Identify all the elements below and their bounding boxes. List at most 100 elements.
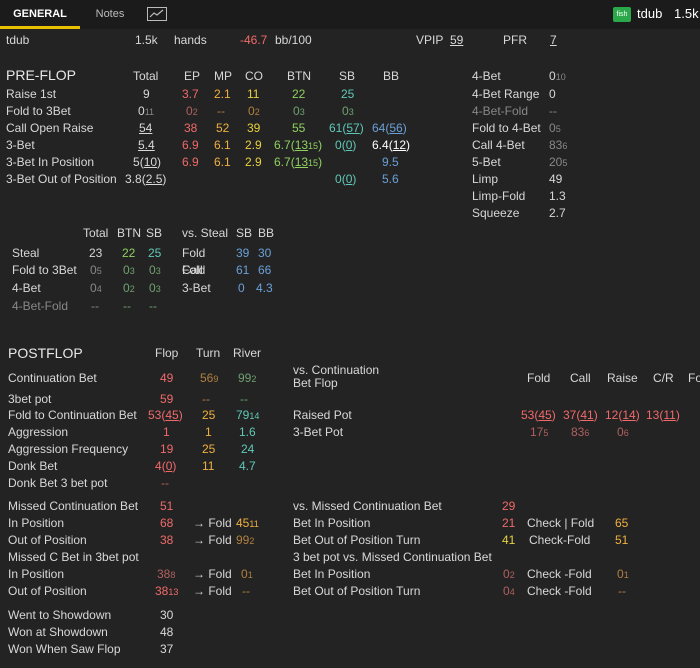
- stat-value[interactable]: 48: [160, 625, 174, 639]
- stat-value[interactable]: 19: [160, 442, 174, 456]
- stat-value[interactable]: 6.9: [182, 155, 199, 169]
- stat-value[interactable]: 61: [236, 263, 250, 277]
- stat-value[interactable]: 12(14): [605, 408, 640, 422]
- stat-value[interactable]: 01: [617, 566, 629, 583]
- stat-value[interactable]: 4511: [236, 515, 259, 532]
- stat-value[interactable]: 6.7(1315): [274, 155, 323, 169]
- stat-value[interactable]: 55: [292, 121, 306, 135]
- stat-value[interactable]: 49: [549, 172, 563, 186]
- stat-value[interactable]: 25: [202, 442, 216, 456]
- stat-value[interactable]: 05: [90, 262, 102, 279]
- stat-value[interactable]: 22: [292, 87, 306, 101]
- stat-value[interactable]: 25: [148, 246, 162, 260]
- stat-value[interactable]: 3813: [155, 583, 178, 600]
- stat-value[interactable]: 569: [200, 370, 218, 387]
- stat-value[interactable]: 11: [247, 87, 260, 101]
- stat-value[interactable]: 04: [503, 583, 515, 600]
- stat-value[interactable]: 54: [139, 121, 153, 135]
- stat-value[interactable]: 39: [236, 246, 250, 260]
- stat-value[interactable]: 39: [247, 121, 261, 135]
- stat-value[interactable]: --: [549, 104, 557, 118]
- stat-value[interactable]: 51: [160, 499, 174, 513]
- stat-value[interactable]: 1.3: [549, 189, 566, 203]
- stat-value[interactable]: 11: [202, 459, 215, 473]
- tab-graph[interactable]: [140, 0, 174, 29]
- stat-value[interactable]: 011: [138, 103, 154, 120]
- stat-value[interactable]: 992: [236, 532, 254, 549]
- stat-value[interactable]: --: [242, 584, 250, 598]
- stat-value[interactable]: --: [123, 299, 131, 313]
- stat-value[interactable]: 205: [549, 154, 567, 171]
- stat-value[interactable]: 51: [615, 533, 629, 547]
- stat-value[interactable]: 1.6: [239, 425, 256, 439]
- stat-value[interactable]: 0(0): [335, 172, 357, 186]
- stat-value[interactable]: --: [618, 584, 626, 598]
- stat-value[interactable]: 4.3: [256, 281, 273, 295]
- stat-value[interactable]: 06: [617, 424, 629, 441]
- stat-value[interactable]: 2.1: [214, 87, 231, 101]
- stat-value[interactable]: 05: [549, 120, 561, 137]
- stat-value[interactable]: --: [240, 392, 248, 406]
- stat-value[interactable]: 836: [571, 424, 589, 441]
- stat-value[interactable]: 992: [238, 370, 256, 387]
- stat-value[interactable]: 61(57): [329, 121, 364, 135]
- stat-value[interactable]: 9: [143, 87, 150, 101]
- stat-value[interactable]: 66: [258, 263, 272, 277]
- stat-value[interactable]: 2.9: [245, 155, 262, 169]
- stat-value[interactable]: 02: [123, 280, 135, 297]
- stat-value[interactable]: 25: [202, 408, 216, 422]
- stat-value[interactable]: 3.7: [182, 87, 199, 101]
- stat-value[interactable]: 68: [160, 516, 174, 530]
- stat-value[interactable]: 03: [149, 280, 161, 297]
- stat-value[interactable]: 6.7(1315): [274, 138, 323, 152]
- stat-value[interactable]: 37: [160, 642, 174, 656]
- stat-value[interactable]: --: [149, 299, 157, 313]
- stat-value[interactable]: 38: [184, 121, 198, 135]
- stat-value[interactable]: 1: [205, 425, 212, 439]
- stat-value[interactable]: 0: [549, 87, 556, 101]
- stat-value[interactable]: 02: [503, 566, 515, 583]
- stat-value[interactable]: 7914: [236, 407, 259, 424]
- stat-value[interactable]: 03: [123, 262, 135, 279]
- stat-value[interactable]: 1: [163, 425, 170, 439]
- stat-value[interactable]: 30: [258, 246, 272, 260]
- stat-value[interactable]: 65: [615, 516, 629, 530]
- stat-value[interactable]: 01: [241, 566, 253, 583]
- stat-value[interactable]: 41: [502, 533, 516, 547]
- stat-value[interactable]: 010: [549, 68, 566, 85]
- stat-value[interactable]: 52: [216, 121, 230, 135]
- stat-value[interactable]: 02: [186, 103, 198, 120]
- stat-value[interactable]: 04: [90, 280, 102, 297]
- stat-value[interactable]: --: [161, 476, 169, 490]
- stat-value[interactable]: 22: [122, 246, 136, 260]
- stat-value[interactable]: --: [202, 392, 210, 406]
- stat-value[interactable]: 4(0): [155, 459, 177, 473]
- stat-value[interactable]: 388: [157, 566, 175, 583]
- stat-value[interactable]: 03: [149, 262, 161, 279]
- stat-value[interactable]: 4.7: [239, 459, 256, 473]
- stat-value[interactable]: 836: [549, 137, 567, 154]
- stat-value[interactable]: 38: [160, 533, 174, 547]
- stat-value[interactable]: 23: [89, 246, 103, 260]
- stat-value[interactable]: --: [217, 104, 225, 118]
- stat-value[interactable]: 2.7: [549, 206, 566, 220]
- stat-value[interactable]: 49: [160, 371, 174, 385]
- stat-value[interactable]: 6.1: [214, 138, 231, 152]
- stat-value[interactable]: 03: [342, 103, 354, 120]
- stat-value[interactable]: 3.8(2.5): [125, 172, 167, 186]
- stat-value[interactable]: 03: [293, 103, 305, 120]
- stat-value[interactable]: 29: [502, 499, 516, 513]
- stat-value[interactable]: 0(0): [335, 138, 357, 152]
- stat-value[interactable]: 53(45): [148, 408, 183, 422]
- stat-value[interactable]: 64(56): [372, 121, 407, 135]
- tab-general[interactable]: GENERAL: [0, 0, 80, 29]
- stat-value[interactable]: 2.9: [245, 138, 262, 152]
- stat-value[interactable]: 175: [530, 424, 548, 441]
- stat-value[interactable]: --: [91, 299, 99, 313]
- stat-value[interactable]: 5.6: [382, 172, 399, 186]
- stat-value[interactable]: 02: [248, 103, 260, 120]
- summary-pfr[interactable]: 7: [550, 33, 557, 47]
- stat-value[interactable]: 0: [238, 281, 245, 295]
- stat-value[interactable]: 24: [241, 442, 255, 456]
- stat-value[interactable]: 6.4(12): [372, 138, 411, 152]
